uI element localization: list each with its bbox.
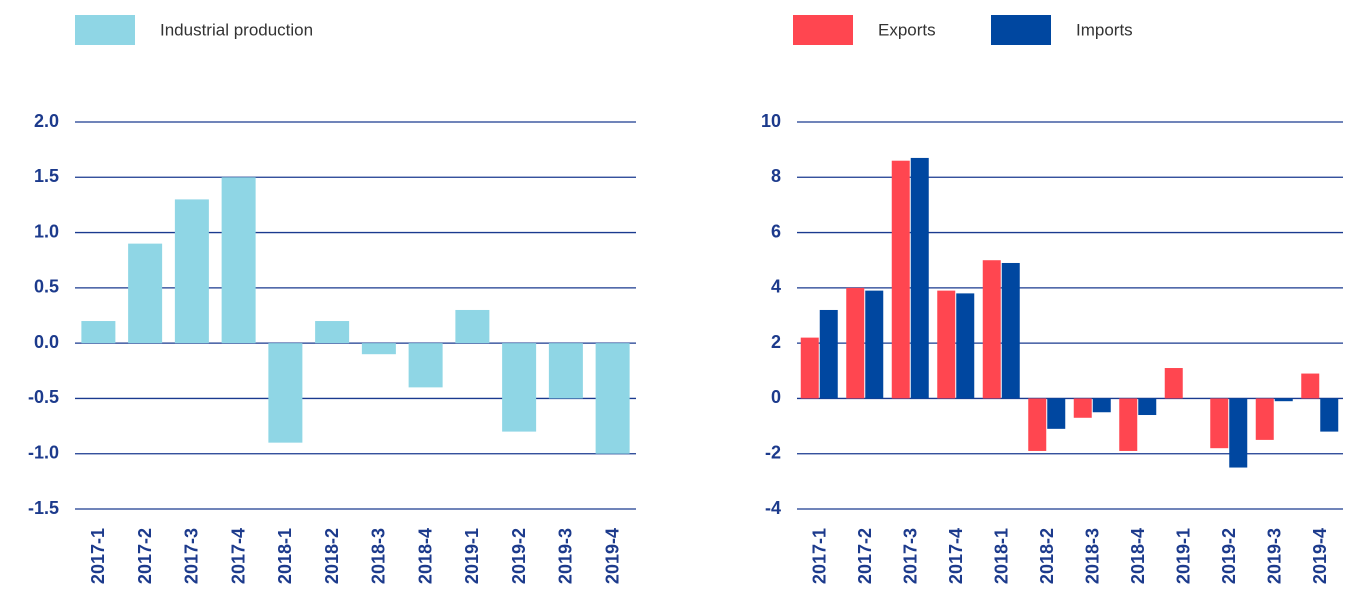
bar (846, 287, 865, 399)
x-tick-label: 2017-2 (135, 528, 155, 584)
bar (956, 293, 975, 399)
y-tick-label: 1.5 (34, 166, 59, 186)
x-tick-label: 2019-1 (462, 528, 482, 584)
y-tick-label: 0 (771, 387, 781, 407)
y-tick-label: 0.0 (34, 332, 59, 352)
bar (221, 177, 256, 344)
y-tick-label: 0.5 (34, 277, 59, 297)
legend-label: Imports (1076, 20, 1133, 39)
bar (982, 260, 1001, 399)
x-tick-label: 2018-2 (1037, 528, 1057, 584)
x-tick-label: 2018-1 (992, 528, 1012, 584)
bar (1274, 398, 1293, 402)
y-tick-label: -1.5 (28, 498, 59, 518)
legend-swatch (75, 15, 135, 45)
y-tick-label: 1.0 (34, 221, 59, 241)
x-tick-label: 2018-4 (1128, 528, 1148, 584)
bar (1092, 398, 1111, 413)
x-tick-label: 2017-3 (901, 528, 921, 584)
bar (1047, 398, 1066, 429)
x-tick-label: 2018-1 (275, 528, 295, 584)
x-tick-label: 2017-1 (88, 528, 108, 584)
x-tick-label: 2018-3 (369, 528, 389, 584)
y-tick-label: -0.5 (28, 387, 59, 407)
bar (128, 243, 163, 344)
bar (819, 309, 838, 399)
bar (315, 321, 350, 344)
bar (800, 337, 819, 399)
bar (455, 309, 490, 344)
y-tick-label: 2.0 (34, 111, 59, 131)
x-tick-label: 2017-1 (810, 528, 830, 584)
y-tick-label: 6 (771, 221, 781, 241)
x-tick-label: 2017-4 (228, 528, 248, 584)
bar (1320, 398, 1339, 432)
x-tick-label: 2017-3 (182, 528, 202, 584)
y-tick-label: 8 (771, 166, 781, 186)
legend-label: Exports (878, 20, 936, 39)
bar (81, 321, 116, 344)
bar (1119, 398, 1138, 451)
x-tick-label: 2019-3 (1265, 528, 1285, 584)
bar (865, 290, 884, 399)
x-tick-label: 2018-4 (415, 528, 435, 584)
bar (1138, 398, 1157, 416)
bar (595, 343, 630, 454)
x-tick-label: 2018-2 (322, 528, 342, 584)
bar (1164, 368, 1183, 399)
bar (548, 343, 583, 399)
y-tick-label: 10 (761, 111, 781, 131)
bar (1229, 398, 1248, 468)
bar (1001, 262, 1020, 399)
x-tick-label: 2019-4 (1310, 528, 1330, 584)
bar (910, 157, 929, 399)
bar (1028, 398, 1047, 451)
x-tick-label: 2019-3 (556, 528, 576, 584)
legend-label: Industrial production (160, 20, 313, 39)
x-tick-label: 2019-2 (1219, 528, 1239, 584)
bar (937, 290, 956, 399)
bar (268, 343, 303, 443)
bar (502, 343, 537, 432)
bar (361, 343, 396, 355)
x-tick-label: 2019-1 (1174, 528, 1194, 584)
legend-swatch (991, 15, 1051, 45)
x-tick-label: 2017-2 (855, 528, 875, 584)
bar (174, 199, 209, 344)
bar (1210, 398, 1229, 449)
y-tick-label: 4 (771, 277, 781, 297)
x-tick-label: 2017-4 (946, 528, 966, 584)
bar (1301, 373, 1320, 399)
bar (891, 160, 910, 399)
x-tick-label: 2019-2 (509, 528, 529, 584)
legend-swatch (793, 15, 853, 45)
x-tick-label: 2018-3 (1083, 528, 1103, 584)
y-tick-label: -1.0 (28, 442, 59, 462)
x-tick-label: 2019-4 (602, 528, 622, 584)
y-tick-label: 2 (771, 332, 781, 352)
y-tick-label: -2 (765, 442, 781, 462)
y-tick-label: -4 (765, 498, 781, 518)
bar (1073, 398, 1092, 418)
bar (1255, 398, 1274, 440)
bar (408, 343, 443, 388)
